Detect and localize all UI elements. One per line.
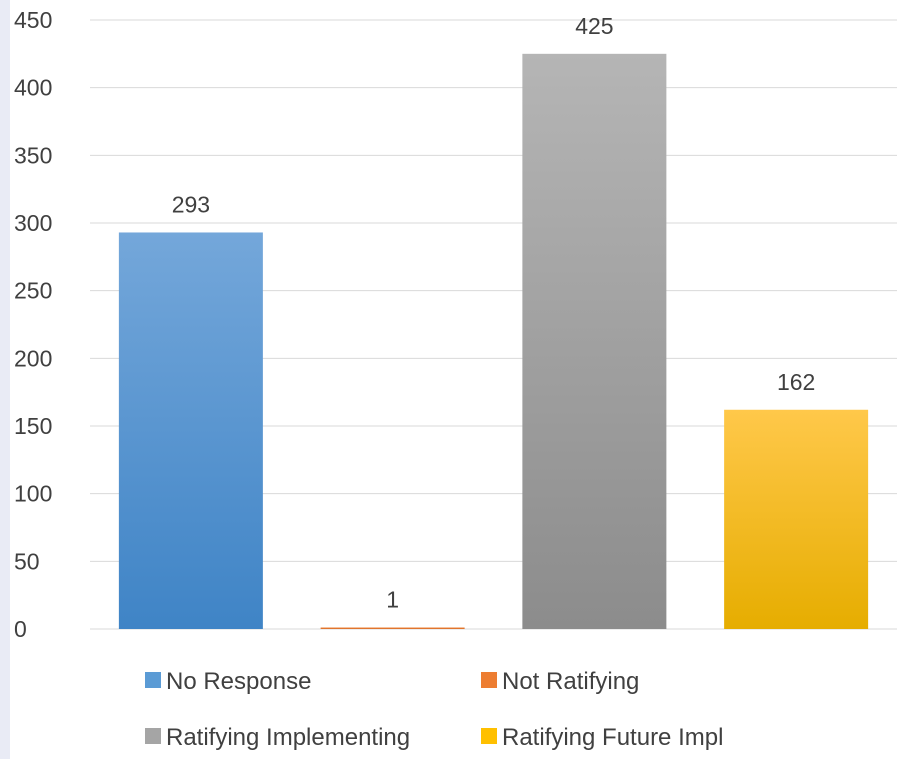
legend-swatch (481, 728, 497, 744)
data-label: 162 (777, 369, 815, 395)
legend-item: Ratifying Implementing (145, 724, 410, 751)
y-tick-label: 100 (14, 481, 52, 507)
legend-label: Ratifying Future Impl (502, 724, 723, 751)
legend-swatch (145, 728, 161, 744)
data-labels: 293 1 425 162 (172, 13, 816, 613)
legend-swatch (145, 672, 161, 688)
legend-label: Not Ratifying (502, 668, 639, 695)
legend-label: Ratifying Implementing (166, 724, 410, 751)
y-tick-label: 300 (14, 210, 52, 236)
y-tick-label: 150 (14, 413, 52, 439)
data-label: 425 (575, 13, 613, 39)
bar-ratifying-implementing (522, 53, 667, 630)
bar-not-ratifying (320, 627, 465, 629)
left-edge-strip (0, 0, 10, 759)
y-axis-ticks: 0 50 100 150 200 250 300 350 400 450 (14, 7, 52, 642)
data-label: 1 (386, 587, 399, 613)
data-label: 293 (172, 191, 210, 217)
legend-item: Ratifying Future Impl (481, 724, 723, 751)
legend-item: No Response (145, 668, 311, 695)
bars (118, 53, 869, 630)
y-tick-label: 50 (14, 548, 40, 574)
y-tick-label: 350 (14, 142, 52, 168)
bar-ratifying-future-impl (724, 409, 869, 629)
y-tick-label: 250 (14, 278, 52, 304)
y-tick-label: 400 (14, 75, 52, 101)
y-tick-label: 200 (14, 345, 52, 371)
bar-no-response (118, 232, 263, 629)
legend-item: Not Ratifying (481, 668, 639, 695)
legend-label: No Response (166, 668, 311, 695)
y-tick-label: 0 (14, 616, 27, 642)
y-tick-label: 450 (14, 7, 52, 33)
legend-swatch (481, 672, 497, 688)
legend: No Response Not Ratifying Ratifying Implem… (145, 668, 723, 751)
